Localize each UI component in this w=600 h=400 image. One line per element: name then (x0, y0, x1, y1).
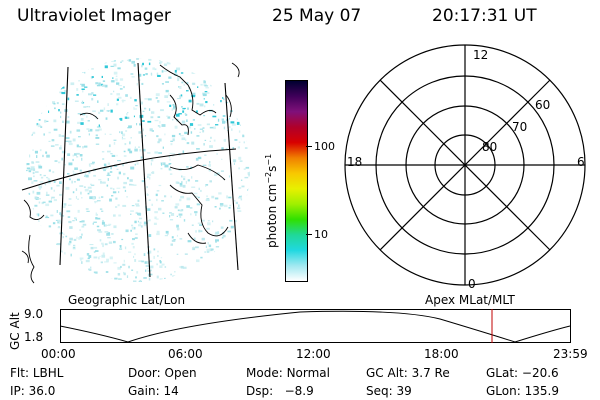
mlt-label-18: 18 (347, 155, 362, 169)
polar-plot: 12 18 6 0 60 70 80 (340, 42, 590, 292)
mlat-label-80: 80 (482, 140, 497, 154)
orbit-plot (60, 309, 572, 345)
status-gc-alt: GC Alt: 3.7 Re (366, 366, 450, 380)
colorbar-tick-10: 10 (314, 228, 328, 241)
orbit-xtick-1800: 18:00 (424, 347, 459, 361)
orbit-ytick-9: 9.0 (24, 307, 43, 321)
orbit-xtick-2359: 23:59 (553, 347, 588, 361)
geographic-caption: Geographic Lat/Lon (68, 293, 185, 307)
colorbar-tick-100: 100 (314, 140, 335, 153)
status-seq: Seq: 39 (366, 384, 412, 398)
colorbar (285, 80, 308, 282)
status-glon: GLon: 135.9 (486, 384, 559, 398)
status-filter: Flt: LBHL (10, 366, 63, 380)
orbit-ytick-1-8: 1.8 (24, 330, 43, 344)
orbit-altitude-curve (60, 311, 570, 342)
orbit-xtick-1200: 12:00 (296, 347, 331, 361)
mlt-label-0: 0 (468, 277, 476, 291)
status-mode: Mode: Normal (246, 366, 330, 380)
mlt-label-12: 12 (473, 48, 488, 62)
mlat-label-60: 60 (535, 98, 550, 112)
status-ip: IP: 36.0 (10, 384, 55, 398)
instrument-title: Ultraviolet Imager (17, 6, 171, 26)
status-dsp: Dsp: −8.9 (246, 384, 314, 398)
meridian-line (138, 63, 150, 277)
colorbar-unit-label: photon cm−2s−1 (264, 154, 279, 248)
observation-date: 25 May 07 (272, 6, 361, 26)
observation-time: 20:17:31 UT (432, 6, 537, 26)
geographic-image (20, 55, 260, 290)
status-glat: GLat: −20.6 (486, 366, 559, 380)
orbit-xtick-0000: 00:00 (41, 347, 76, 361)
apex-caption: Apex MLat/MLT (425, 293, 515, 307)
mlat-label-70: 70 (512, 120, 527, 134)
status-gain: Gain: 14 (128, 384, 179, 398)
status-door: Door: Open (128, 366, 197, 380)
meridian-line (60, 67, 68, 265)
orbit-axis-title: GC Alt (8, 312, 22, 350)
orbit-xtick-0600: 06:00 (168, 347, 203, 361)
mlt-label-6: 6 (577, 155, 585, 169)
